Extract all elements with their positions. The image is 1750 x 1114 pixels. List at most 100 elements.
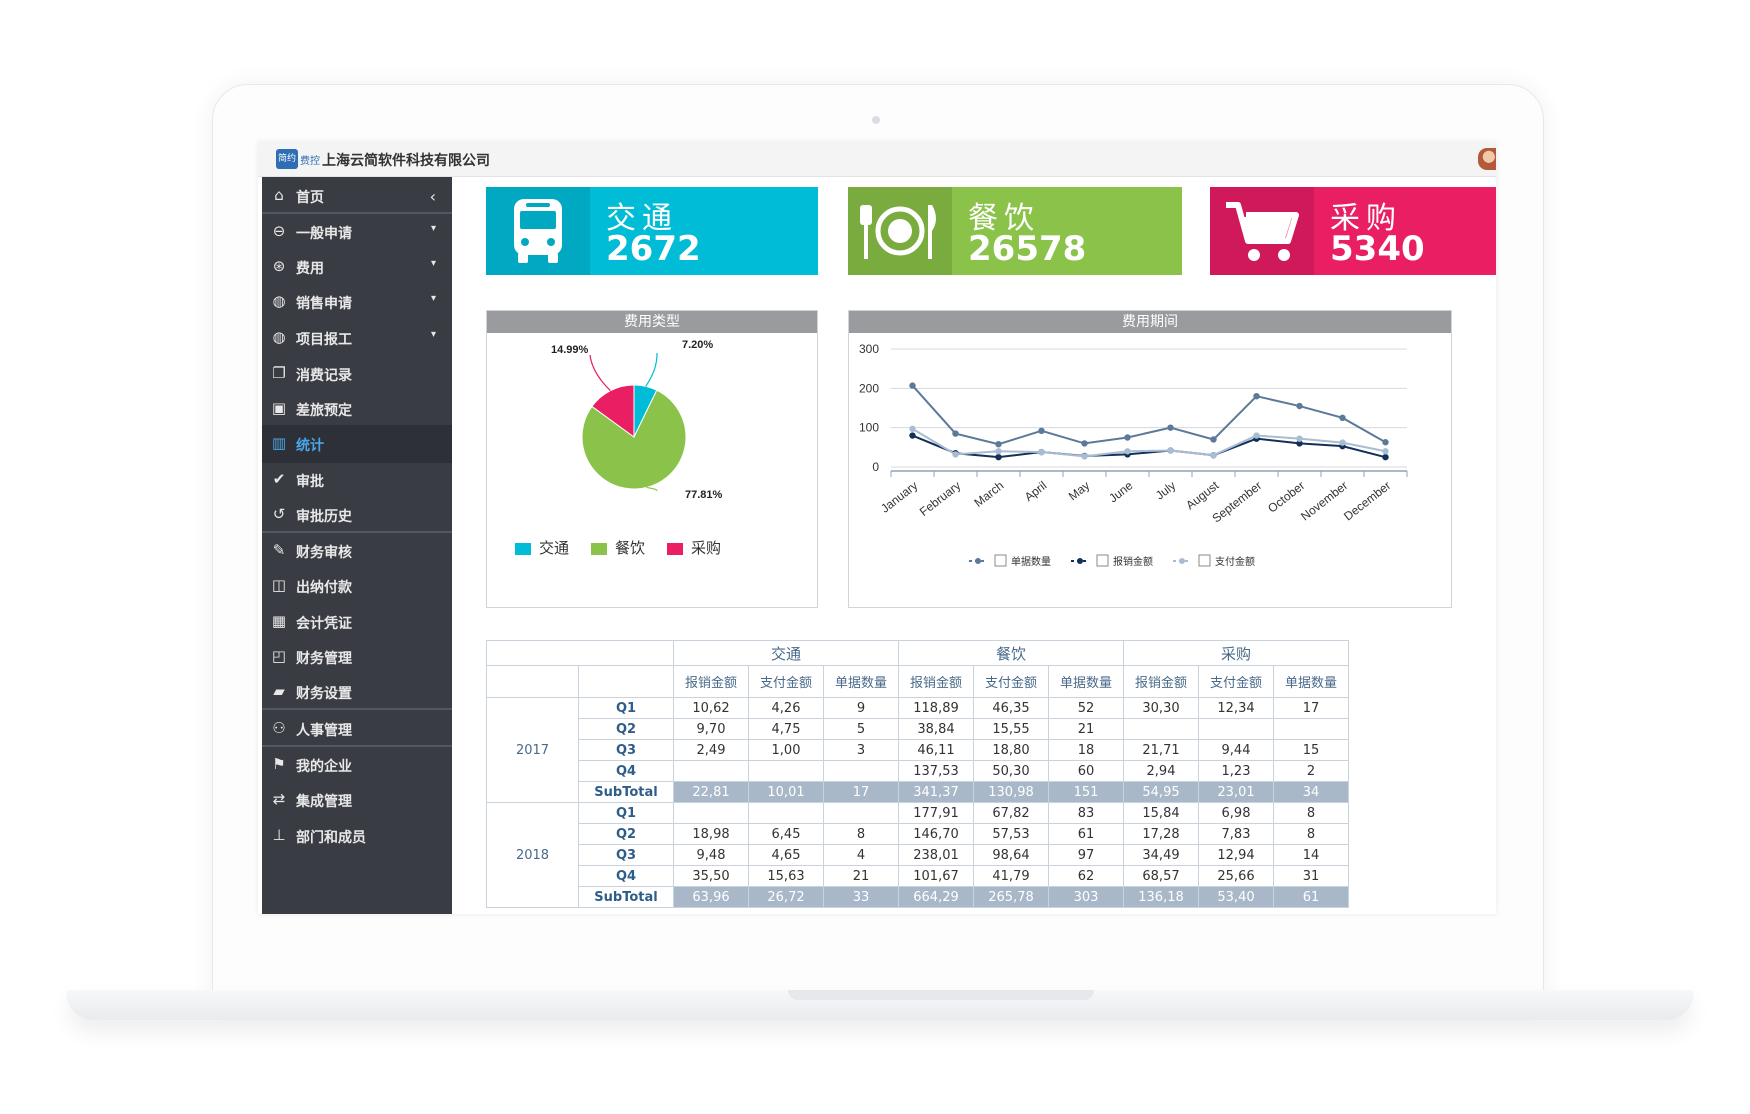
- sidebar-item-4[interactable]: ◍ 项目报工 ▾: [262, 319, 452, 357]
- group-purchase: 采购: [1123, 640, 1349, 666]
- x-tick-label: February: [917, 478, 963, 519]
- pie-data-label: 14.99%: [551, 344, 589, 356]
- calculator-icon: ▦: [271, 612, 287, 630]
- sidebar-item-12[interactable]: ▦ 会计凭证: [262, 603, 452, 641]
- data-point[interactable]: [1382, 453, 1389, 461]
- x-tick-label: June: [1106, 478, 1135, 505]
- sidebar-item-1[interactable]: ⊖ 一般申请 ▾: [262, 213, 452, 251]
- data-point[interactable]: [909, 382, 916, 389]
- sidebar-item-label: 部门和成员: [296, 830, 366, 846]
- data-point[interactable]: [952, 430, 959, 437]
- data-point[interactable]: [1382, 448, 1389, 455]
- value-cell: 12,94: [1198, 844, 1274, 866]
- data-point[interactable]: [995, 453, 1002, 461]
- data-point[interactable]: [995, 440, 1002, 448]
- legend-item[interactable]: 单据数量: [969, 554, 1051, 568]
- caret-down-icon[interactable]: ▾: [430, 329, 436, 340]
- sidebar-item-label: 我的企业: [296, 759, 352, 775]
- purchase-card[interactable]: 采购 5340: [1210, 187, 1496, 275]
- sidebar-item-7[interactable]: ▥ 统计: [262, 425, 452, 463]
- sidebar-item-14[interactable]: ▰ 财务设置: [262, 673, 452, 711]
- sidebar-item-9[interactable]: ↺ 审批历史: [262, 496, 452, 534]
- caret-down-icon[interactable]: ▾: [430, 223, 436, 234]
- table-row: Q4 137,53 50,30 60 2,94 1,23 2: [487, 760, 1349, 782]
- legend-label: 报销金额: [1113, 555, 1153, 568]
- data-point[interactable]: [1339, 414, 1346, 422]
- series-line-0: [911, 384, 1386, 446]
- logo: 简约: [276, 149, 298, 169]
- sidebar-item-11[interactable]: ◫ 出纳付款: [262, 567, 452, 605]
- data-point[interactable]: [1296, 435, 1303, 442]
- sidebar-item-0[interactable]: ⌂ 首页 ‹: [262, 177, 452, 215]
- x-tick-label: December: [1341, 478, 1393, 523]
- value-cell: [823, 760, 899, 782]
- data-point[interactable]: [1081, 440, 1088, 447]
- value-cell: 34,49: [1123, 844, 1199, 866]
- sidebar-item-13[interactable]: ◰ 财务管理: [262, 638, 452, 676]
- sitemap-icon: ⊥: [272, 826, 286, 844]
- sidebar-item-8[interactable]: ✔ 审批: [262, 461, 452, 499]
- data-point[interactable]: [1210, 452, 1217, 459]
- checkbox-icon[interactable]: [1096, 554, 1109, 567]
- data-point[interactable]: [1081, 453, 1088, 460]
- legend-item[interactable]: 交通: [515, 539, 569, 557]
- checkbox-icon[interactable]: [1198, 554, 1211, 567]
- avatar[interactable]: [1478, 148, 1496, 170]
- sidebar-item-2[interactable]: ⊛ 费用 ▾: [262, 248, 452, 286]
- sidebar-item-10[interactable]: ✎ 财务审核: [262, 532, 452, 570]
- data-point[interactable]: [1339, 439, 1346, 446]
- value-cell: 18,98: [673, 823, 749, 845]
- data-point[interactable]: [1167, 447, 1174, 454]
- caret-down-icon[interactable]: ▾: [430, 258, 436, 269]
- data-point[interactable]: [1296, 402, 1303, 410]
- value-cell: [748, 802, 824, 824]
- data-point[interactable]: [1296, 440, 1303, 447]
- data-point[interactable]: [1210, 436, 1217, 443]
- chevron-left-icon[interactable]: ‹: [429, 187, 436, 206]
- traffic-card[interactable]: 交通 2672: [486, 187, 818, 275]
- sidebar-item-3[interactable]: ◍ 销售申请 ▾: [262, 283, 452, 321]
- data-point[interactable]: [1124, 434, 1131, 441]
- sidebar-item-label: 财务管理: [296, 651, 352, 667]
- caret-down-icon[interactable]: ▾: [430, 293, 436, 304]
- legend-item[interactable]: 餐饮: [591, 539, 645, 557]
- legend-item[interactable]: 采购: [667, 539, 721, 557]
- data-point[interactable]: [1253, 432, 1260, 439]
- home-icon: ⌂: [274, 186, 284, 204]
- food-card[interactable]: 餐饮 26578: [848, 187, 1182, 275]
- data-point[interactable]: [1167, 424, 1174, 431]
- column-header: 支付金额: [1198, 665, 1274, 698]
- value-cell: 23,01: [1198, 781, 1274, 803]
- sidebar-item-18[interactable]: ⊥ 部门和成员: [262, 817, 452, 855]
- data-point[interactable]: [1124, 448, 1131, 455]
- pie-slice-1[interactable]: [581, 389, 687, 490]
- legend-item[interactable]: 报销金额: [1071, 554, 1153, 568]
- data-point[interactable]: [995, 448, 1002, 455]
- value-cell: [1198, 718, 1274, 740]
- data-point[interactable]: [952, 451, 959, 458]
- sidebar-item-label: 财务设置: [296, 686, 352, 702]
- checkbox-icon[interactable]: [994, 554, 1007, 567]
- legend-item[interactable]: 支付金额: [1173, 554, 1255, 568]
- sidebar: ⌂ 首页 ‹ ⊖ 一般申请 ▾ ⊛ 费用 ▾ ◍ 销售申请 ▾ ◍ 项目报工 ▾ ❐ 消费记录 ▣ 差旅预定 ▥ 统计 ✔…: [262, 177, 452, 914]
- sidebar-item-6[interactable]: ▣ 差旅预定: [262, 390, 452, 428]
- sidebar-item-15[interactable]: ⚇ 人事管理: [262, 710, 452, 748]
- column-header: 单据数量: [1273, 665, 1349, 698]
- data-point[interactable]: [1038, 427, 1045, 435]
- data-point[interactable]: [909, 432, 916, 439]
- data-point[interactable]: [1382, 439, 1389, 446]
- legend-marker: [975, 558, 981, 564]
- quarter-cell: Q3: [578, 739, 674, 761]
- pie-data-label: 77.81%: [685, 489, 723, 501]
- pie-slice-2[interactable]: [591, 384, 635, 438]
- data-point[interactable]: [1038, 448, 1045, 456]
- sidebar-item-16[interactable]: ⚑ 我的企业: [262, 746, 452, 784]
- flag-icon: ⚑: [272, 755, 286, 773]
- x-tick-label: January: [878, 478, 920, 515]
- data-point[interactable]: [1253, 393, 1260, 400]
- value-cell: 9,48: [673, 844, 749, 866]
- data-point[interactable]: [909, 425, 916, 433]
- sidebar-item-17[interactable]: ⇄ 集成管理: [262, 781, 452, 819]
- sidebar-item-5[interactable]: ❐ 消费记录: [262, 355, 452, 393]
- expense-type-panel: 费用类型 7.20% 77.81% 14.99% 交通 餐饮 采购: [486, 310, 818, 608]
